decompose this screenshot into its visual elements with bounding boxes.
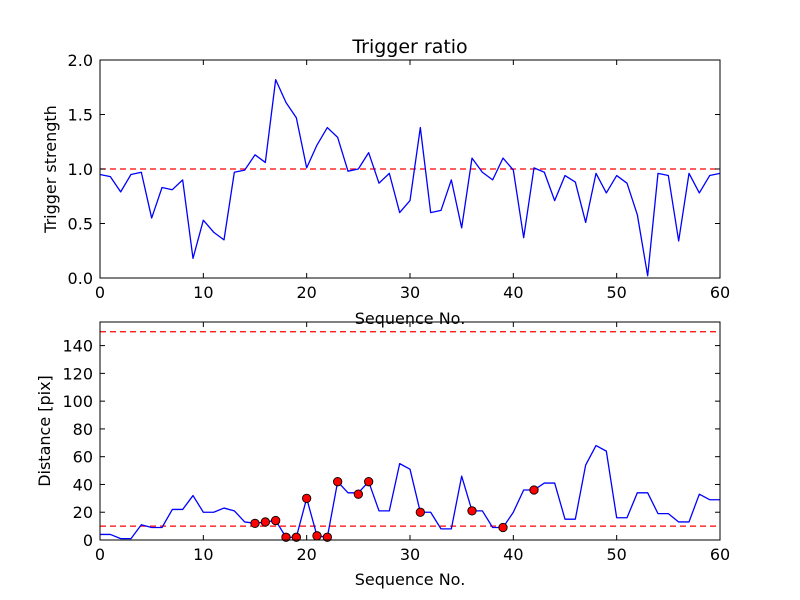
bottom-y-tick-label: 80 xyxy=(73,420,93,439)
bottom-y-tick-label: 100 xyxy=(62,392,93,411)
top-x-axis-label: Sequence No. xyxy=(355,309,466,328)
top-y-axis-label: Trigger strength xyxy=(41,105,60,234)
bottom-y-tick-label: 0 xyxy=(83,531,93,550)
chart-title: Trigger ratio xyxy=(351,36,467,58)
bottom-x-tick-label: 10 xyxy=(193,545,213,564)
bottom-marker-point xyxy=(353,489,363,499)
bottom-marker-point xyxy=(467,506,477,516)
bottom-x-tick-label: 50 xyxy=(606,545,626,564)
top-x-tick-label: 0 xyxy=(95,283,105,302)
top-y-tick-label: 1.5 xyxy=(68,106,93,125)
bottom-x-tick-label: 20 xyxy=(296,545,316,564)
bottom-x-axis-label: Sequence No. xyxy=(355,570,466,589)
top-x-tick-label: 10 xyxy=(193,283,213,302)
bottom-y-tick-label: 60 xyxy=(73,448,93,467)
bottom-x-tick-label: 60 xyxy=(710,545,730,564)
bottom-marker-point xyxy=(333,477,343,487)
bottom-y-axis-label: Distance [pix] xyxy=(35,375,54,487)
bottom-x-tick-label: 0 xyxy=(95,545,105,564)
bottom-marker-point xyxy=(260,517,270,527)
bottom-marker-point xyxy=(271,515,281,526)
bottom-marker-point xyxy=(529,485,539,495)
bottom-y-tick-label: 40 xyxy=(73,475,93,494)
top-x-tick-label: 50 xyxy=(606,283,626,302)
bottom-marker-point xyxy=(281,532,291,542)
top-y-tick-label: 0.5 xyxy=(68,215,93,234)
bottom-x-tick-label: 30 xyxy=(400,545,420,564)
top-x-tick-label: 60 xyxy=(710,283,730,302)
bottom-y-tick-label: 20 xyxy=(73,503,93,522)
top-x-tick-label: 30 xyxy=(400,283,420,302)
top-x-tick-label: 40 xyxy=(503,283,523,302)
bottom-marker-point xyxy=(322,532,332,542)
top-x-tick-label: 20 xyxy=(296,283,316,302)
bottom-y-tick-label: 140 xyxy=(62,337,93,356)
bottom-marker-point xyxy=(312,531,322,541)
bottom-series-line-0 xyxy=(100,444,720,540)
bottom-marker-point xyxy=(415,507,425,517)
bottom-marker-point xyxy=(250,518,260,528)
bottom-marker-point xyxy=(291,532,301,542)
bottom-x-tick-label: 40 xyxy=(503,545,523,564)
top-chart: 0 10 20 30 40 50 60 0.0 0.5 1.0 1.5 2.0 Sequence No.… xyxy=(41,51,730,328)
top-y-tick-label: 1.0 xyxy=(68,160,93,179)
top-y-tick-label: 2.0 xyxy=(68,51,93,70)
top-y-tick-label: 0.0 xyxy=(68,269,93,288)
bottom-marker-point xyxy=(364,477,374,487)
bottom-chart: 0 10 20 30 40 50 60 0 20 40 60 80 100 120 140 Sequence … xyxy=(35,321,730,589)
top-series-line-0 xyxy=(99,78,721,277)
bottom-y-tick-label: 120 xyxy=(62,364,93,383)
bottom-marker-point xyxy=(302,493,312,503)
bottom-marker-point xyxy=(498,522,508,533)
